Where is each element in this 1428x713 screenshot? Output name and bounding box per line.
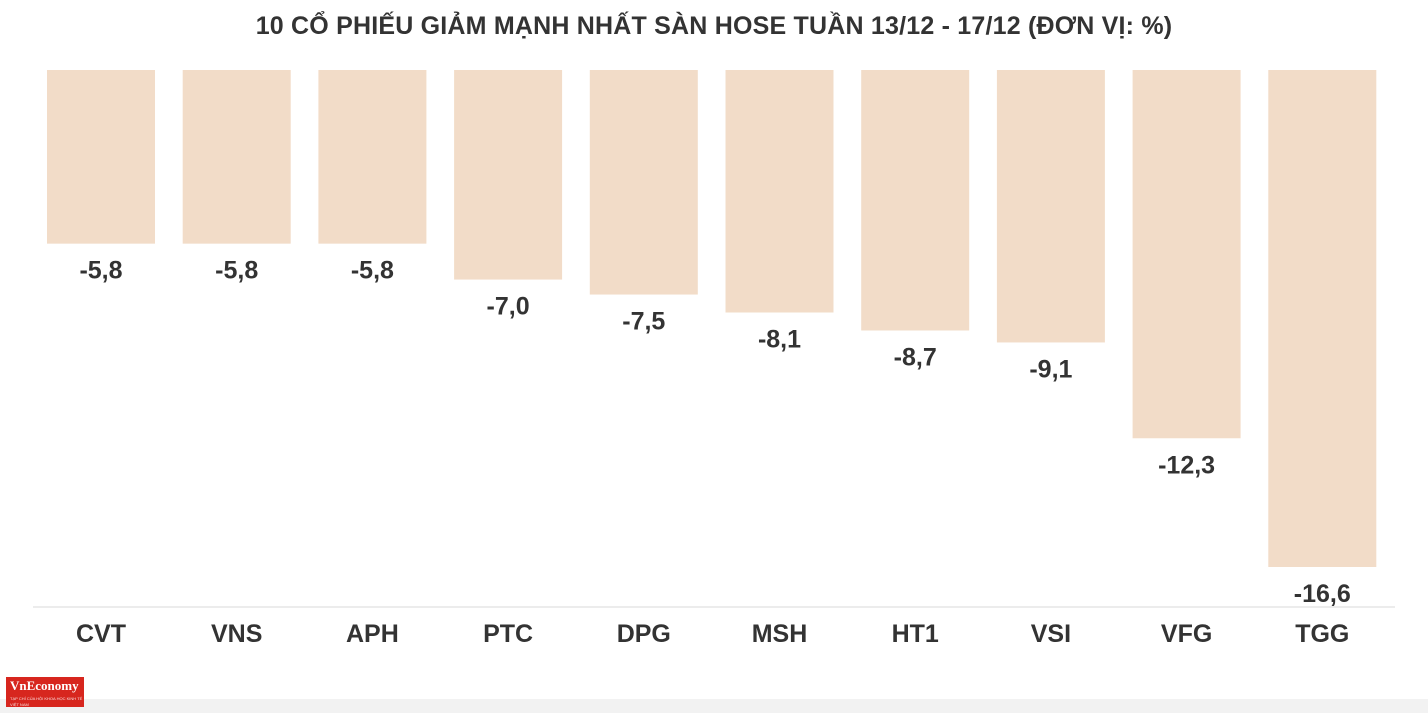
chart-title: 10 CỔ PHIẾU GIẢM MẠNH NHẤT SÀN HOSE TUẦN… [255,12,1173,40]
bar-vfg [1132,70,1241,439]
value-label-vns: -5,8 [215,257,258,285]
category-label-vsi: VSI [1031,620,1071,648]
value-label-vsi: -9,1 [1029,355,1072,383]
category-label-ptc: PTC [483,620,533,648]
bar-ht1 [861,70,970,331]
bar-cvt [47,70,155,244]
category-label-ht1: HT1 [892,620,939,648]
bar-ptc [454,70,563,280]
bar-vns [182,70,291,244]
value-label-ht1: -8,7 [894,343,937,371]
bar-vsi [996,70,1105,343]
footer-strip [0,699,1428,713]
value-label-ptc: -7,0 [487,293,530,321]
bar-msh [725,70,834,313]
bar-tgg [1268,70,1377,567]
category-label-vfg: VFG [1161,620,1212,648]
category-label-cvt: CVT [76,620,126,648]
bar-dpg [589,70,698,295]
value-label-aph: -5,8 [351,257,394,285]
value-label-msh: -8,1 [758,326,801,354]
vneconomy-logo: VnEconomy TẠP CHÍ CỦA HỘI KHOA HỌC KINH … [6,677,84,707]
value-label-dpg: -7,5 [622,308,665,336]
category-label-tgg: TGG [1295,620,1349,648]
category-label-aph: APH [346,620,399,648]
category-label-dpg: DPG [617,620,671,648]
category-label-msh: MSH [752,620,808,648]
value-label-tgg: -16,6 [1294,580,1351,608]
category-label-vns: VNS [211,620,262,648]
value-label-vfg: -12,3 [1158,451,1215,479]
bar-aph [318,70,427,244]
value-label-cvt: -5,8 [79,257,122,285]
